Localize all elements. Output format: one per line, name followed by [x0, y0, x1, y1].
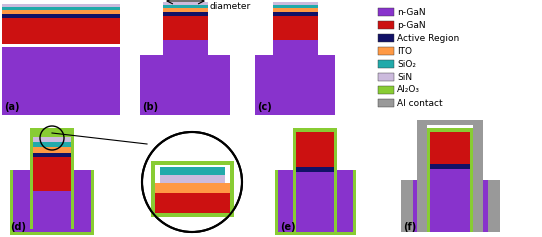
Bar [473, 123, 483, 232]
Bar [427, 128, 473, 132]
Bar [275, 232, 356, 235]
Bar [163, 2, 208, 5]
Text: n-GaN: n-GaN [397, 8, 425, 17]
Bar [273, 14, 318, 40]
Bar [30, 128, 74, 133]
Bar [413, 180, 488, 232]
Text: Active Region: Active Region [397, 33, 459, 42]
Bar [140, 55, 230, 115]
Bar [417, 120, 483, 125]
Bar [273, 2, 318, 5]
Bar [296, 132, 334, 167]
Bar [378, 86, 394, 94]
Bar [163, 11, 208, 16]
Bar [30, 128, 33, 229]
Text: Al contact: Al contact [397, 99, 443, 108]
Bar [293, 128, 296, 232]
Bar [163, 14, 208, 40]
Bar [155, 193, 230, 213]
Bar [293, 128, 337, 132]
Bar [2, 47, 120, 115]
Bar [71, 128, 74, 229]
Bar [33, 156, 71, 191]
Bar [417, 123, 427, 232]
Bar [378, 8, 394, 16]
Bar [378, 21, 394, 29]
Bar [155, 183, 230, 193]
Bar [378, 47, 394, 55]
Text: (f): (f) [403, 222, 416, 232]
Bar [2, 6, 120, 10]
Bar [160, 167, 225, 175]
Bar [33, 141, 71, 147]
Bar [430, 164, 470, 169]
Bar [273, 7, 318, 12]
Bar [230, 165, 234, 215]
Bar [334, 128, 337, 232]
Bar [2, 16, 120, 44]
Bar [33, 136, 71, 142]
Bar [30, 132, 74, 137]
Bar [151, 165, 155, 215]
Bar [33, 146, 71, 153]
Bar [151, 161, 234, 165]
Bar [296, 128, 334, 232]
Bar [13, 170, 91, 232]
Text: SiO₂: SiO₂ [397, 59, 416, 68]
Bar [427, 128, 430, 232]
Bar [378, 60, 394, 68]
Text: (b): (b) [142, 102, 158, 112]
Bar [378, 73, 394, 81]
Text: (d): (d) [10, 222, 26, 232]
Bar [278, 170, 353, 232]
Text: p-GaN: p-GaN [397, 20, 425, 29]
Text: (e): (e) [280, 222, 295, 232]
Bar [160, 175, 225, 183]
Bar [91, 170, 94, 232]
Bar [430, 132, 470, 164]
Bar [151, 213, 234, 217]
Bar [273, 4, 318, 8]
Text: (c): (c) [257, 102, 272, 112]
Text: SiN: SiN [397, 73, 412, 82]
Circle shape [142, 132, 242, 232]
Bar [163, 7, 208, 12]
Bar [470, 128, 473, 232]
Bar [275, 170, 278, 232]
Bar [255, 55, 335, 115]
Bar [2, 13, 120, 18]
Text: Al₂O₃: Al₂O₃ [397, 86, 420, 95]
Bar [33, 128, 71, 232]
Text: diameter: diameter [210, 2, 251, 11]
Bar [378, 34, 394, 42]
Bar [10, 232, 94, 235]
Text: ITO: ITO [397, 46, 412, 55]
Bar [33, 152, 71, 157]
Bar [163, 4, 208, 8]
Bar [273, 11, 318, 16]
Bar [2, 4, 120, 7]
Bar [2, 9, 120, 14]
Bar [401, 180, 500, 232]
Bar [353, 170, 356, 232]
Bar [378, 99, 394, 107]
Bar [163, 14, 208, 99]
Bar [296, 167, 334, 172]
Text: (a): (a) [4, 102, 20, 112]
Bar [10, 170, 13, 232]
Bar [273, 14, 318, 99]
Bar [430, 132, 470, 232]
